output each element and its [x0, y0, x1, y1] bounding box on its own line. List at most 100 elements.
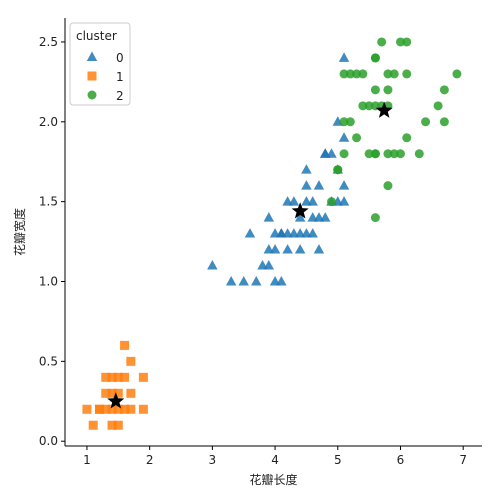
x-tick-label: 7 [459, 453, 467, 467]
data-point-cluster-2 [364, 149, 374, 159]
data-point-cluster-2 [370, 149, 380, 159]
data-point-cluster-2 [345, 69, 355, 79]
x-tick-label: 2 [146, 453, 154, 467]
y-tick-label: 1.0 [39, 275, 58, 289]
data-point-cluster-0 [313, 180, 325, 190]
legend-label-2: 2 [116, 89, 124, 103]
data-point-cluster-0 [338, 196, 350, 206]
data-point-cluster-2 [402, 37, 412, 47]
centroid-star [375, 101, 393, 118]
data-points [82, 37, 462, 430]
data-point-cluster-1 [107, 404, 117, 414]
data-point-cluster-2 [402, 133, 412, 143]
legend-marker-2 [87, 90, 97, 100]
data-point-cluster-0 [263, 212, 275, 222]
data-point-cluster-2 [333, 165, 343, 175]
data-point-cluster-2 [364, 101, 374, 111]
data-point-cluster-1 [107, 420, 117, 430]
data-point-cluster-0 [276, 228, 287, 238]
data-point-cluster-0 [313, 244, 325, 254]
legend: cluster 0 1 2 [69, 22, 131, 106]
y-axis-label: 花瓣宽度 [12, 208, 27, 256]
data-point-cluster-1 [120, 372, 130, 382]
data-point-cluster-0 [301, 180, 312, 190]
centroid-star [291, 202, 309, 219]
data-point-cluster-0 [282, 244, 293, 254]
data-point-cluster-2 [339, 149, 349, 159]
data-point-cluster-2 [358, 69, 368, 79]
x-tick-label: 6 [397, 453, 405, 467]
y-tick-label: 0.5 [39, 354, 58, 368]
x-tick-label: 4 [271, 453, 279, 467]
data-point-cluster-2 [452, 69, 462, 79]
data-point-cluster-1 [94, 404, 104, 414]
data-point-cluster-2 [370, 53, 380, 63]
data-point-cluster-2 [439, 85, 449, 95]
data-point-cluster-0 [225, 276, 237, 286]
data-point-cluster-1 [126, 388, 136, 398]
data-point-cluster-0 [307, 228, 318, 238]
data-point-cluster-1 [120, 340, 130, 350]
data-point-cluster-1 [101, 404, 111, 414]
data-point-cluster-1 [113, 404, 123, 414]
data-point-cluster-0 [294, 212, 306, 222]
legend-marker-1 [87, 71, 97, 81]
data-point-cluster-2 [402, 69, 412, 79]
data-point-cluster-1 [126, 356, 136, 366]
data-point-cluster-0 [269, 244, 281, 254]
data-point-cluster-1 [107, 372, 117, 382]
data-point-cluster-1 [107, 388, 117, 398]
data-point-cluster-2 [433, 101, 443, 111]
data-point-cluster-1 [88, 420, 98, 430]
data-point-cluster-1 [126, 404, 136, 414]
data-point-cluster-2 [339, 117, 349, 127]
data-point-cluster-2 [421, 117, 431, 127]
legend-title: cluster [76, 29, 117, 43]
data-point-cluster-0 [263, 260, 275, 270]
y-tick-label: 2.5 [39, 35, 58, 49]
data-point-cluster-0 [338, 132, 350, 142]
data-point-cluster-0 [251, 276, 262, 286]
data-point-cluster-1 [120, 404, 130, 414]
data-point-cluster-2 [414, 149, 424, 159]
data-point-cluster-2 [383, 149, 393, 159]
data-point-cluster-2 [345, 117, 355, 127]
data-point-cluster-2 [377, 37, 387, 47]
data-point-cluster-2 [395, 149, 405, 159]
x-axis-label: 花瓣长度 [249, 472, 297, 487]
data-point-cluster-0 [238, 276, 249, 286]
data-point-cluster-2 [370, 213, 380, 223]
data-point-cluster-2 [358, 101, 368, 111]
centroid-markers [107, 101, 393, 409]
x-tick-label: 5 [334, 453, 342, 467]
legend-label-1: 1 [116, 70, 124, 84]
data-point-cluster-0 [288, 196, 300, 206]
data-point-cluster-1 [138, 404, 148, 414]
data-point-cluster-2 [352, 133, 362, 143]
centroid-star [107, 392, 125, 409]
data-point-cluster-2 [389, 69, 399, 79]
legend-label-0: 0 [116, 51, 124, 65]
data-point-cluster-2 [383, 85, 393, 95]
data-point-cluster-2 [383, 69, 393, 79]
data-point-cluster-1 [138, 372, 148, 382]
y-tick-label: 1.5 [39, 195, 58, 209]
axis-ticks: 1 2 3 4 5 6 7 0.0 0.5 1.0 1.5 2.0 2.5 [39, 35, 467, 467]
data-point-cluster-2 [439, 117, 449, 127]
legend-box [69, 22, 131, 106]
data-point-cluster-0 [320, 212, 331, 222]
y-tick-label: 2.0 [39, 115, 58, 129]
data-point-cluster-1 [113, 388, 123, 398]
y-tick-label: 0.0 [39, 434, 58, 448]
data-point-cluster-2 [389, 149, 399, 159]
data-point-cluster-1 [113, 372, 123, 382]
data-point-cluster-1 [101, 372, 111, 382]
data-point-cluster-1 [113, 420, 123, 430]
data-point-cluster-2 [383, 181, 393, 191]
data-point-cluster-1 [82, 404, 92, 414]
data-point-cluster-2 [339, 69, 349, 79]
data-point-cluster-2 [370, 85, 380, 95]
data-point-cluster-0 [338, 180, 350, 190]
x-tick-label: 3 [209, 453, 217, 467]
